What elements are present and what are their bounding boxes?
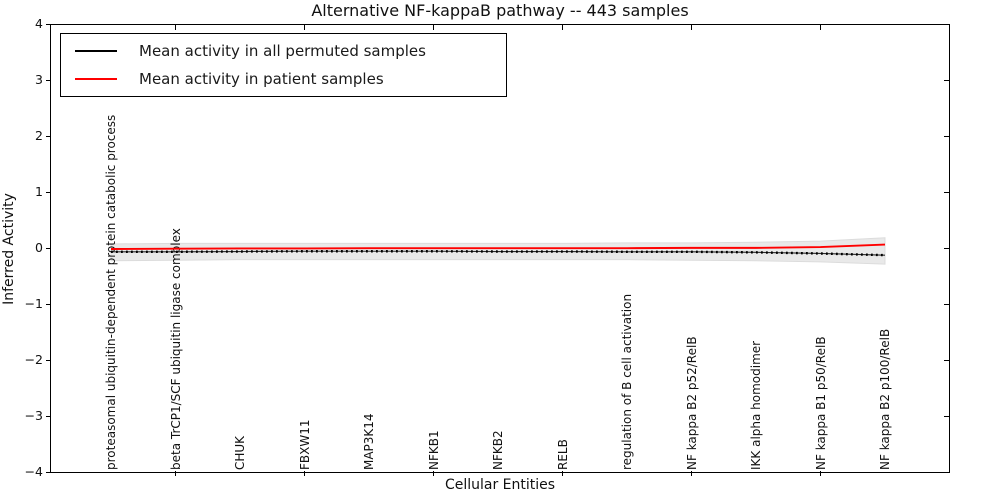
x-tick-bottom <box>819 471 821 476</box>
y-tick-right <box>944 192 949 193</box>
x-tick-top <box>303 25 305 30</box>
x-tick-bottom <box>303 471 305 476</box>
y-tick-label: −1 <box>24 296 43 311</box>
x-tick-top <box>432 25 434 30</box>
y-tick-label: 2 <box>35 128 43 143</box>
data-lines <box>110 243 886 257</box>
y-tick-left <box>46 472 51 473</box>
legend-line-red <box>75 78 117 80</box>
y-tick-left <box>46 80 51 81</box>
x-tick-top <box>690 25 692 30</box>
x-tick-bottom <box>174 471 176 476</box>
band-polygon <box>110 237 886 265</box>
chart-title: Alternative NF-kappaB pathway -- 443 sam… <box>311 1 689 20</box>
legend-entry-patient: Mean activity in patient samples <box>75 65 506 93</box>
plot-area: proteasomal ubiquitin-dependent protein … <box>50 24 950 473</box>
legend-line-black <box>75 50 117 52</box>
y-tick-left <box>46 248 51 249</box>
x-tick-top <box>819 25 821 30</box>
y-tick-label: 3 <box>35 72 43 87</box>
x-tick-top <box>561 25 563 30</box>
y-tick-right <box>944 360 949 361</box>
x-tick-bottom <box>690 471 692 476</box>
confidence-band <box>110 237 886 265</box>
legend: Mean activity in all permuted samples Me… <box>60 33 507 97</box>
y-tick-right <box>944 80 949 81</box>
x-tick-bottom <box>561 471 563 476</box>
y-tick-left <box>46 192 51 193</box>
y-tick-right <box>944 24 949 25</box>
patient-mean-line <box>110 243 886 250</box>
y-tick-label: −2 <box>24 352 43 367</box>
y-tick-left <box>46 360 51 361</box>
y-tick-right <box>944 304 949 305</box>
x-tick-top <box>174 25 176 30</box>
y-tick-left <box>46 136 51 137</box>
y-tick-label: −4 <box>24 464 43 479</box>
y-axis-label: Inferred Activity <box>1 193 17 305</box>
y-tick-left <box>46 416 51 417</box>
x-tick-bottom <box>432 471 434 476</box>
y-tick-right <box>944 248 949 249</box>
y-tick-left <box>46 24 51 25</box>
y-tick-right <box>944 136 949 137</box>
y-tick-right <box>944 472 949 473</box>
legend-label-patient: Mean activity in patient samples <box>139 70 384 88</box>
y-tick-label: 4 <box>35 16 43 31</box>
y-tick-left <box>46 304 51 305</box>
y-tick-label: 1 <box>35 184 43 199</box>
y-tick-label: 0 <box>35 240 43 255</box>
legend-label-permuted: Mean activity in all permuted samples <box>139 42 426 60</box>
x-axis-label: Cellular Entities <box>444 477 556 493</box>
y-tick-right <box>944 416 949 417</box>
y-tick-label: −3 <box>24 408 43 423</box>
legend-entry-permuted: Mean activity in all permuted samples <box>75 37 506 65</box>
permuted-mean-dots <box>111 250 886 257</box>
